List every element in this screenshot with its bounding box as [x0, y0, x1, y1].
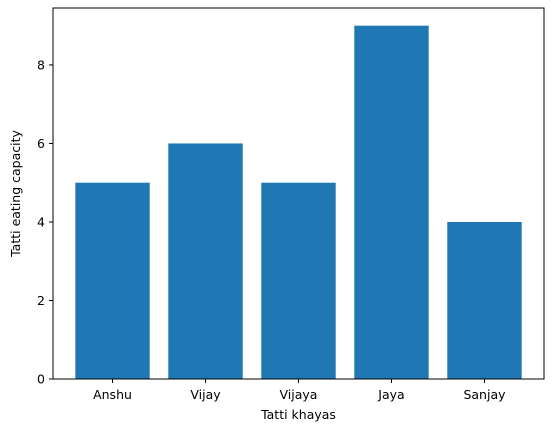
- bar-sanjay: [447, 221, 522, 379]
- y-tick-label: 4: [37, 214, 45, 229]
- x-tick-label: Jaya: [377, 387, 404, 402]
- y-tick-label: 0: [37, 372, 45, 387]
- bar-anshu: [75, 182, 150, 379]
- x-axis-ticks: Anshu Vijay Vijaya Jaya Sanjay: [93, 379, 506, 402]
- x-tick-label: Sanjay: [463, 387, 506, 402]
- x-tick-label: Anshu: [93, 387, 132, 402]
- y-axis-label: Tatti eating capacity: [8, 130, 23, 258]
- bar-vijay: [168, 143, 243, 379]
- bars: [75, 25, 522, 380]
- bar-jaya: [354, 25, 429, 380]
- x-axis-label: Tatti khayas: [260, 407, 336, 422]
- y-tick-label: 8: [37, 57, 45, 72]
- x-tick-label: Vijaya: [280, 387, 318, 402]
- x-tick-label: Vijay: [190, 387, 221, 402]
- y-tick-label: 6: [37, 136, 45, 151]
- y-tick-label: 2: [37, 293, 45, 308]
- bar-vijaya: [261, 182, 336, 379]
- y-axis-ticks: 0 2 4 6 8: [37, 57, 53, 387]
